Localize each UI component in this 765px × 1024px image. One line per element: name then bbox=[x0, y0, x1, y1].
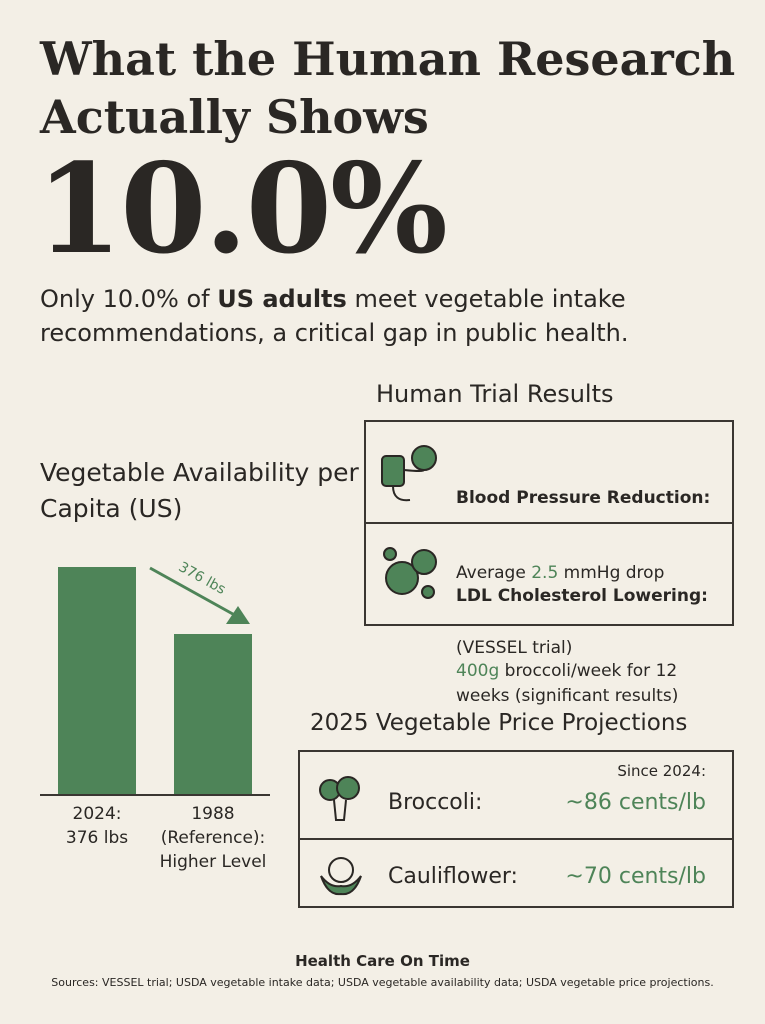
text: Only 10.0% of bbox=[40, 285, 218, 313]
bar bbox=[174, 634, 252, 795]
trial-text: 400g broccoli/week for 12 weeks (signifi… bbox=[456, 659, 728, 709]
shape bbox=[328, 857, 354, 883]
shape bbox=[392, 469, 425, 502]
price-value: ~70 cents/lb bbox=[565, 864, 706, 889]
text: Average bbox=[456, 563, 532, 583]
trial-text: Average 2.5 mmHg drop bbox=[456, 561, 710, 586]
shape bbox=[333, 799, 347, 821]
divider bbox=[366, 522, 732, 524]
label-line: (Reference): bbox=[160, 828, 266, 848]
broccoli-icon bbox=[319, 776, 360, 821]
stat-description: Only 10.0% of US adults meet vegetable i… bbox=[40, 282, 720, 350]
page-title: What the Human Research Actually Shows bbox=[40, 32, 736, 144]
price-name: Cauliflower: bbox=[388, 864, 518, 889]
shape bbox=[381, 455, 405, 487]
text: mmHg drop bbox=[558, 563, 665, 583]
label-line: 1988 bbox=[191, 804, 235, 824]
trial-box: Blood Pressure Reduction: Average 2.5 mm… bbox=[364, 420, 734, 706]
highlight: 2.5 bbox=[531, 563, 559, 583]
shape bbox=[383, 547, 397, 561]
section-title: Vegetable Availability per Capita (US) bbox=[40, 458, 359, 523]
text: meet vegetable intake recommendations, a… bbox=[40, 285, 634, 347]
trial-note: (VESSEL trial) bbox=[456, 638, 573, 658]
footer-brand: Health Care On Time bbox=[295, 952, 470, 970]
shape bbox=[385, 561, 419, 595]
shape bbox=[320, 875, 362, 896]
highlight: 400g bbox=[456, 661, 500, 681]
bar-label: 1988 (Reference): Higher Level bbox=[153, 802, 273, 874]
bar-illustration: 376 lbs bbox=[40, 559, 270, 796]
shape bbox=[421, 585, 435, 599]
shape bbox=[336, 776, 360, 800]
cholesterol-icon bbox=[383, 547, 437, 599]
price-box: Since 2024: Broccoli: ~86 cents/lb Cauli… bbox=[298, 750, 734, 908]
emphasis: US adults bbox=[217, 285, 347, 313]
arrow-label: 376 lbs bbox=[176, 559, 229, 598]
arrow bbox=[149, 566, 241, 620]
section-title: 2025 Vegetable Price Projections bbox=[310, 710, 688, 736]
shape bbox=[411, 549, 437, 575]
trial-title: LDL Cholesterol Lowering: bbox=[456, 586, 708, 606]
since-label: Since 2024: bbox=[617, 762, 706, 780]
bar bbox=[58, 567, 136, 795]
divider bbox=[300, 838, 732, 840]
trial-item: LDL Cholesterol Lowering: 400g broccoli/… bbox=[456, 534, 728, 759]
bar-label: 2024: 376 lbs bbox=[47, 802, 147, 850]
big-stat: 10.0% bbox=[36, 137, 448, 282]
price-value: ~86 cents/lb bbox=[565, 790, 706, 815]
shape bbox=[411, 445, 437, 471]
trial-title: Blood Pressure Reduction: bbox=[456, 488, 711, 508]
section-title: Human Trial Results bbox=[376, 380, 614, 408]
text: broccoli/week for 12 weeks (significant … bbox=[456, 661, 683, 706]
trial-item: Blood Pressure Reduction: Average 2.5 mm… bbox=[456, 436, 710, 711]
arrow-head bbox=[226, 606, 250, 624]
cauliflower-icon bbox=[320, 857, 362, 896]
label-line: 2024: bbox=[72, 804, 122, 824]
blood-pressure-icon bbox=[381, 445, 437, 502]
price-name: Broccoli: bbox=[388, 790, 483, 815]
label-line: 376 lbs bbox=[65, 828, 129, 848]
label-line: Higher Level bbox=[159, 852, 267, 872]
footer-sources: Sources: VESSEL trial; USDA vegetable in… bbox=[51, 976, 714, 989]
